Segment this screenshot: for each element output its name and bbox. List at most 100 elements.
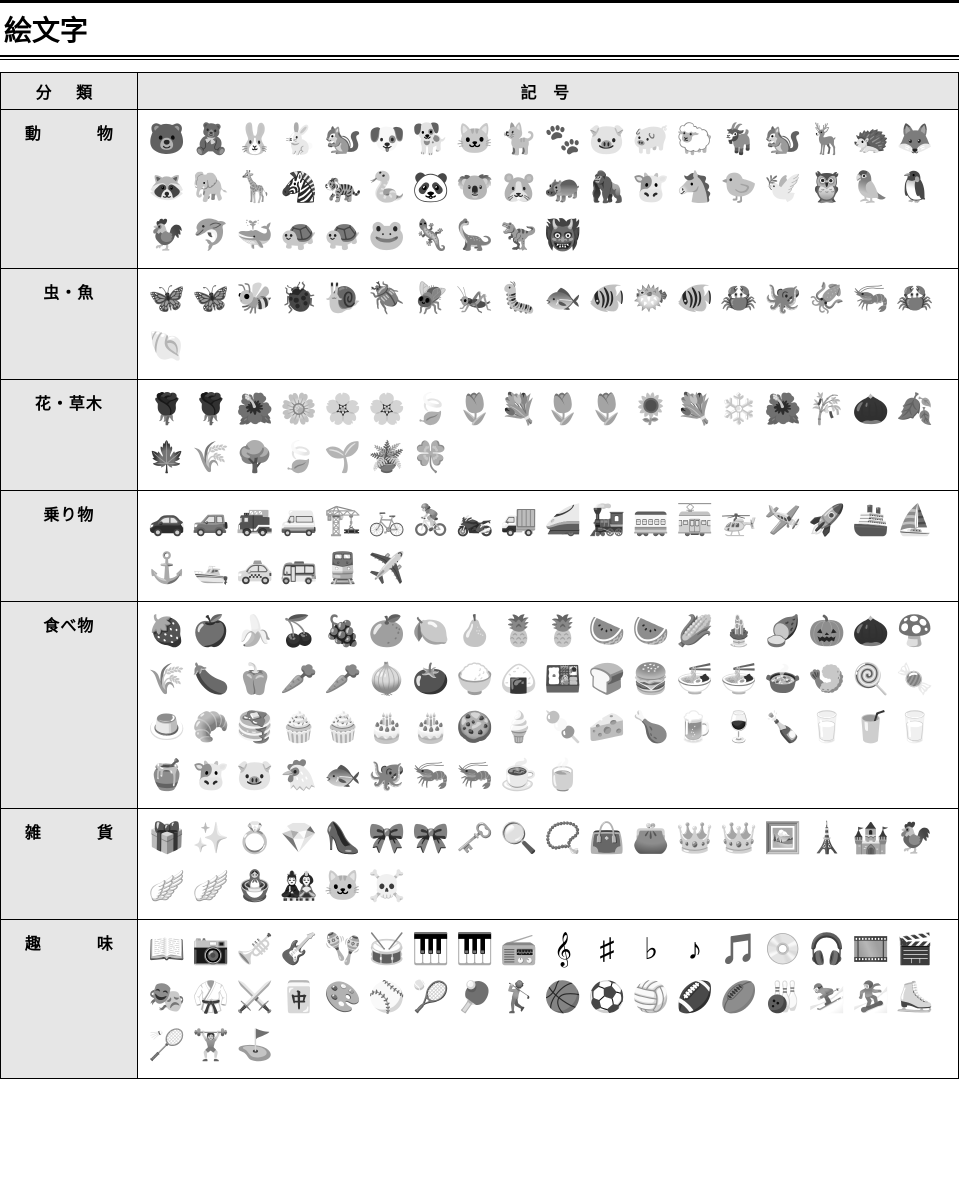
glyph-icon: 🛩️ (764, 499, 802, 543)
glyph-icon: 🌾 (148, 658, 186, 702)
glyph-icon: 🍃 (280, 436, 318, 480)
glyph-icon: 🐇 (280, 118, 318, 162)
glyph-icon: ⛷️ (808, 976, 846, 1020)
icons-cell: 🎁✨💍💎👠🎀🎀🗝️🔍📿👜👛👑👑🖼️🗼🏰🐓🪽🪽🪆🎎🐱☠️ (138, 809, 959, 920)
glyph-icon: 🦉 (808, 166, 846, 210)
glyph-icon: 📷 (192, 928, 230, 972)
glyph-icon: 🚄 (544, 499, 582, 543)
glyph-icon: 🍒 (280, 610, 318, 654)
glyph-icon: 🧁 (324, 706, 362, 750)
category-text: 雑 貨 (5, 825, 133, 842)
glyph-icon: 🌾 (192, 436, 230, 480)
glyph-icon: 🐮 (192, 754, 230, 798)
glyph-icon: 🚐 (280, 499, 318, 543)
table-row: 虫・魚🦋🦋🐝🐞🐌🪲🪰🦗🐛🐟🐠🐡🐠🦀🐙🦑🦐🦀🐚 (1, 269, 959, 380)
table-row: 趣 味📖📷🎺🎸🪇🥁🎹🎹📻𝄞♯♭♪🎵💿🎧🎞️🎬🎭🥋⚔️🀄🎨⚾🎾🏓🏌️🏀⚽🏐🏈🏉🎳⛷… (1, 920, 959, 1079)
icons-cell: 📖📷🎺🎸🪇🥁🎹🎹📻𝄞♯♭♪🎵💿🎧🎞️🎬🎭🥋⚔️🀄🎨⚾🎾🏓🏌️🏀⚽🏐🏈🏉🎳⛷️🏂⛸… (138, 920, 959, 1079)
glyph-icon: 🐷 (588, 118, 626, 162)
glyph-icon: 🐮 (632, 166, 670, 210)
glyph-icon: ☠️ (368, 865, 406, 909)
table-row: 食べ物🍓🍎🍌🍒🍇🍊🍋🍐🍍🍍🍉🍉🌽🎍🍠🎃🌰🍄🌾🍆🫑🥕🥕🧅🍅🍚🍙🍱🍞🍔🍜🍜🍲🍤🍭🍬🍮… (1, 602, 959, 809)
glyph-icon: 🐬 (192, 214, 230, 258)
glyph-icon: 🎍 (720, 610, 758, 654)
glyph-icon: 🍵 (544, 754, 582, 798)
glyph-icon: 🐓 (148, 214, 186, 258)
glyph-icon: 🐐 (720, 118, 758, 162)
icon-row: 🚗🚙🚒🚐🏗️🚲🚴🏍️🚚🚄🚂🚃🚋🚁🛩️🚀🚢⛵⚓🛥️🚕🚌🚆✈️ (148, 499, 948, 591)
glyph-icon: 🚚 (500, 499, 538, 543)
glyph-icon: 🍙 (500, 658, 538, 702)
glyph-icon: 🥁 (368, 928, 406, 972)
glyph-icon: 🚀 (808, 499, 846, 543)
glyph-icon: 🏂 (852, 976, 890, 1020)
glyph-icon: ⛸️ (896, 976, 934, 1020)
glyph-icon: ❄️ (720, 388, 758, 432)
glyph-icon: 🌹 (148, 388, 186, 432)
glyph-icon: 📖 (148, 928, 186, 972)
glyph-icon: 🐢 (280, 214, 318, 258)
glyph-icon: 🥛 (896, 706, 934, 750)
glyph-icon: ⚾ (368, 976, 406, 1020)
category-text: 虫・魚 (44, 285, 95, 302)
glyph-icon: 🍔 (632, 658, 670, 702)
glyph-icon: 🧁 (280, 706, 318, 750)
glyph-icon: 🐷 (236, 754, 274, 798)
glyph-icon: 🍌 (236, 610, 274, 654)
glyph-icon: 🍲 (764, 658, 802, 702)
glyph-icon: 🦋 (192, 277, 230, 321)
glyph-icon: 🌷 (588, 388, 626, 432)
glyph-icon: 🚌 (280, 547, 318, 591)
glyph-icon: 🦑 (808, 277, 846, 321)
glyph-icon: 🦀 (720, 277, 758, 321)
glyph-icon: 🎁 (148, 817, 186, 861)
glyph-icon: 🍆 (192, 658, 230, 702)
glyph-icon: 🌼 (280, 388, 318, 432)
glyph-icon: 🕊️ (764, 166, 802, 210)
glyph-icon: 🎹 (456, 928, 494, 972)
glyph-icon: 🍦 (500, 706, 538, 750)
icons-cell: 🚗🚙🚒🚐🏗️🚲🚴🏍️🚚🚄🚂🚃🚋🚁🛩️🚀🚢⛵⚓🛥️🚕🚌🚆✈️ (138, 491, 959, 602)
glyph-icon: 🐚 (148, 325, 186, 369)
glyph-icon: 💐 (676, 388, 714, 432)
glyph-icon: 🎂 (412, 706, 450, 750)
glyph-icon: 🐳 (236, 214, 274, 258)
glyph-icon: 🐈 (500, 118, 538, 162)
glyph-icon: 🖼️ (764, 817, 802, 861)
glyph-icon: 🌷 (456, 388, 494, 432)
glyph-icon: 🍉 (588, 610, 626, 654)
glyph-icon: 🐌 (324, 277, 362, 321)
glyph-icon: 🦐 (852, 277, 890, 321)
glyph-icon: 🦖 (500, 214, 538, 258)
table-row: 乗り物🚗🚙🚒🚐🏗️🚲🚴🏍️🚚🚄🚂🚃🚋🚁🛩️🚀🚢⛵⚓🛥️🚕🚌🚆✈️ (1, 491, 959, 602)
glyph-icon: 🏗️ (324, 499, 362, 543)
header-symbols: 記 号 (138, 73, 959, 110)
glyph-icon: ⚓ (148, 547, 186, 591)
glyph-icon: 🦊 (896, 118, 934, 162)
glyph-icon: 🎀 (412, 817, 450, 861)
glyph-icon: 🐹 (500, 166, 538, 210)
table-row: 動 物🐻🧸🐰🐇🐿️🐶🐕🐱🐈🐾🐷🐖🐑🐐🐿️🦌🦔🦊🦝🐘🦒🦓🐅🐍🐼🐨🐹🦛🦍🐮🐴🐤🕊️🦉… (1, 110, 959, 269)
glyph-icon: 🦀 (896, 277, 934, 321)
glyph-icon: 🐴 (676, 166, 714, 210)
glyph-icon: 🎸 (280, 928, 318, 972)
glyph-icon: 🐱 (324, 865, 362, 909)
glyph-icon: 🍁 (148, 436, 186, 480)
glyph-icon: 🌳 (236, 436, 274, 480)
glyph-icon: 🦔 (852, 118, 890, 162)
glyph-icon: 🗝️ (456, 817, 494, 861)
glyph-icon: 🍅 (412, 658, 450, 702)
glyph-icon: ⛵ (896, 499, 934, 543)
glyph-icon: 🥐 (192, 706, 230, 750)
icons-cell: 🦋🦋🐝🐞🐌🪲🪰🦗🐛🐟🐠🐡🐠🦀🐙🦑🦐🦀🐚 (138, 269, 959, 380)
category-label: 趣 味 (1, 920, 138, 1079)
glyph-icon: 🍄 (896, 610, 934, 654)
glyph-icon: 🪽 (192, 865, 230, 909)
glyph-icon: 🐍 (368, 166, 406, 210)
glyph-icon: 🎀 (368, 817, 406, 861)
glyph-icon: 🌹 (192, 388, 230, 432)
glyph-icon: ⚽ (588, 976, 626, 1020)
glyph-icon: 🎨 (324, 976, 362, 1020)
glyph-icon: 🪴 (368, 436, 406, 480)
glyph-icon: 🥤 (852, 706, 890, 750)
glyph-icon: 🍮 (148, 706, 186, 750)
